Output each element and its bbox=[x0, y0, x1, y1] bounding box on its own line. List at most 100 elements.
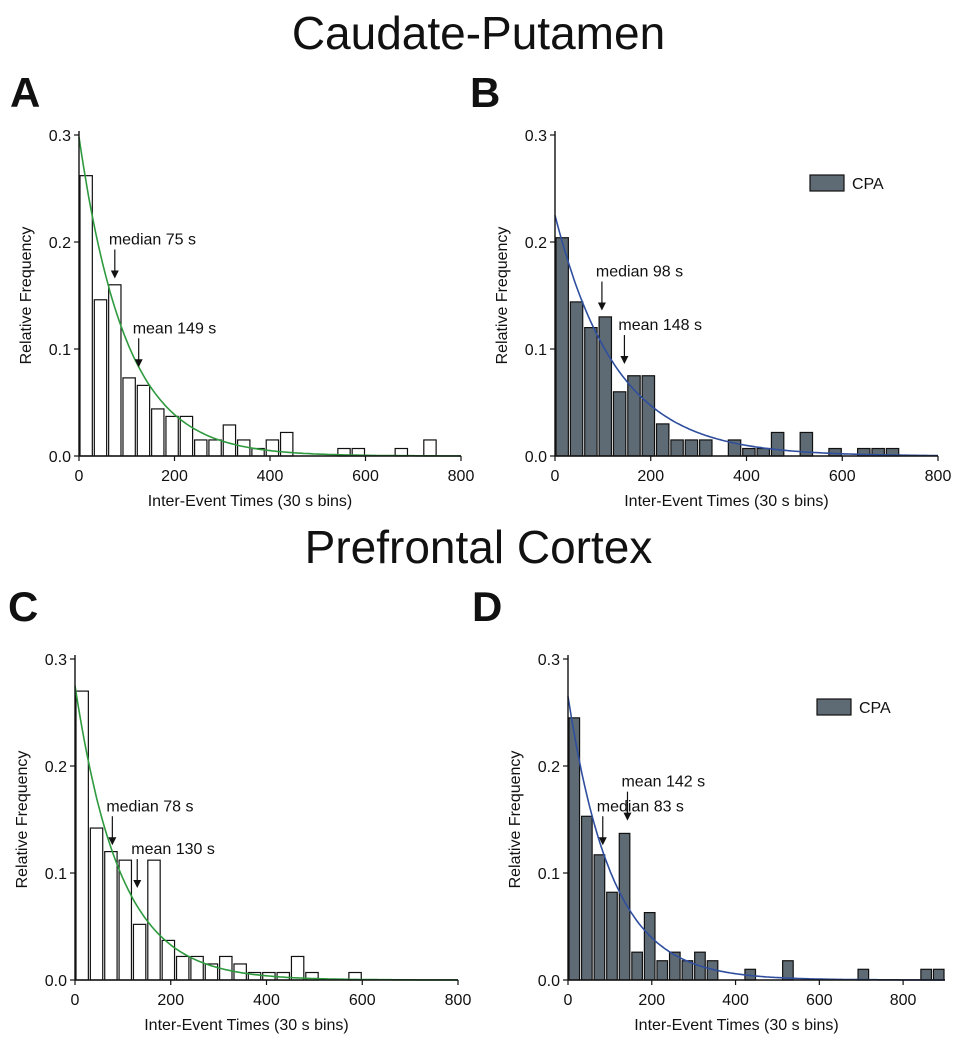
bar bbox=[208, 439, 222, 457]
x-tick-label: 0 bbox=[551, 468, 560, 485]
bar bbox=[108, 284, 122, 457]
y-tick-label: 0.1 bbox=[525, 342, 547, 359]
section-title-caudate-putamen: Caudate-Putamen bbox=[291, 7, 666, 59]
y-tick-label: 0.0 bbox=[49, 449, 71, 466]
bar bbox=[627, 375, 641, 457]
bar bbox=[598, 316, 613, 457]
bar bbox=[932, 968, 945, 981]
x-tick-label: 600 bbox=[352, 468, 379, 485]
annotation-arrow-head bbox=[108, 837, 117, 846]
x-axis-label: Inter-Event Times (30 s bins) bbox=[148, 493, 353, 510]
bar bbox=[857, 968, 870, 981]
y-tick-label: 0.1 bbox=[538, 866, 560, 883]
x-tick-label: 200 bbox=[638, 992, 665, 1009]
fit-curve bbox=[78, 136, 461, 457]
legend-label: CPA bbox=[852, 176, 884, 193]
annotation-label: median 98 s bbox=[596, 264, 683, 281]
bar bbox=[584, 327, 598, 457]
panel-letter-d: D bbox=[472, 583, 503, 630]
annotation-arrow-head bbox=[623, 812, 632, 821]
x-tick-label: 800 bbox=[445, 992, 472, 1009]
x-tick-label: 600 bbox=[349, 992, 376, 1009]
x-axis-label: Inter-Event Times (30 s bins) bbox=[624, 493, 829, 510]
y-tick-label: 0.2 bbox=[538, 759, 560, 776]
bar bbox=[290, 955, 305, 981]
bar bbox=[132, 923, 147, 981]
bar bbox=[580, 815, 593, 981]
bar bbox=[742, 447, 756, 457]
fit-curve bbox=[74, 685, 458, 981]
annotation-label: median 78 s bbox=[106, 798, 193, 815]
bar bbox=[79, 175, 93, 457]
annotation-arrow-head bbox=[598, 837, 607, 846]
annotation-label: mean 149 s bbox=[133, 320, 217, 337]
chart-panel-b: 0 200 400 600 800 0.0 0.1 0.2 0.3 Inter-Event Tim… bbox=[494, 128, 951, 510]
chart-panel-c: 0 200 400 600 800 0.0 0.1 0.2 0.3 Inter-Event Tim… bbox=[14, 652, 471, 1034]
bar bbox=[699, 439, 713, 457]
x-tick-label: 200 bbox=[157, 992, 184, 1009]
annotation-label: median 75 s bbox=[109, 231, 196, 248]
bar bbox=[643, 911, 656, 981]
bar bbox=[423, 439, 437, 457]
annotation-label: median 83 s bbox=[597, 798, 684, 815]
bar bbox=[612, 391, 627, 457]
x-tick-label: 800 bbox=[448, 468, 475, 485]
x-tick-label: 200 bbox=[161, 468, 188, 485]
y-tick-label: 0.3 bbox=[525, 128, 547, 145]
y-tick-label: 0.0 bbox=[538, 973, 560, 990]
x-axis-label: Inter-Event Times (30 s bins) bbox=[634, 1017, 839, 1034]
y-tick-label: 0.1 bbox=[45, 866, 67, 883]
bar bbox=[175, 955, 190, 981]
annotation-label: mean 142 s bbox=[621, 774, 705, 791]
bar bbox=[89, 827, 104, 981]
legend-swatch bbox=[816, 698, 852, 716]
bar bbox=[194, 439, 208, 457]
bar bbox=[828, 447, 842, 457]
bar bbox=[555, 237, 569, 457]
bar bbox=[756, 447, 771, 457]
bar bbox=[104, 850, 118, 981]
panel-letter-a: A bbox=[10, 69, 41, 116]
legend-label: CPA bbox=[859, 700, 891, 717]
y-tick-label: 0.0 bbox=[525, 449, 547, 466]
bar bbox=[920, 968, 933, 981]
bar bbox=[770, 431, 785, 457]
y-axis-label: Relative Frequency bbox=[494, 227, 511, 365]
y-tick-label: 0.2 bbox=[45, 759, 67, 776]
y-tick-label: 0.2 bbox=[49, 235, 71, 252]
bar bbox=[606, 891, 618, 981]
bar bbox=[147, 859, 161, 981]
panel-letter-b: B bbox=[470, 69, 501, 116]
y-tick-label: 0.3 bbox=[49, 128, 71, 145]
x-tick-label: 800 bbox=[890, 992, 917, 1009]
x-tick-label: 400 bbox=[253, 992, 280, 1009]
bar bbox=[641, 375, 656, 457]
y-axis-label: Relative Frequency bbox=[507, 751, 524, 889]
bar bbox=[165, 415, 179, 457]
annotation-arrow-head bbox=[620, 356, 629, 365]
annotation-label: mean 130 s bbox=[131, 841, 215, 858]
bar bbox=[122, 377, 136, 457]
bar bbox=[93, 299, 108, 457]
bar bbox=[136, 384, 151, 457]
bar bbox=[655, 423, 670, 457]
y-tick-label: 0.0 bbox=[45, 973, 67, 990]
bar bbox=[670, 439, 684, 457]
bar bbox=[179, 415, 194, 457]
bar bbox=[222, 424, 237, 457]
bar bbox=[75, 690, 89, 981]
y-tick-label: 0.3 bbox=[45, 652, 67, 669]
section-title-prefrontal-cortex: Prefrontal Cortex bbox=[304, 521, 653, 573]
bar bbox=[265, 439, 280, 457]
x-tick-label: 400 bbox=[257, 468, 284, 485]
x-axis-label: Inter-Event Times (30 s bins) bbox=[144, 1017, 349, 1034]
legend-swatch bbox=[809, 174, 845, 192]
annotation-arrow-head bbox=[133, 880, 142, 889]
x-tick-label: 600 bbox=[806, 992, 833, 1009]
annotation-arrow-head bbox=[110, 270, 119, 279]
y-tick-label: 0.2 bbox=[525, 235, 547, 252]
y-axis-label: Relative Frequency bbox=[14, 751, 31, 889]
annotation-arrow-head bbox=[134, 359, 143, 368]
annotation-label: mean 148 s bbox=[618, 317, 702, 334]
annotation-arrow-head bbox=[597, 302, 606, 311]
